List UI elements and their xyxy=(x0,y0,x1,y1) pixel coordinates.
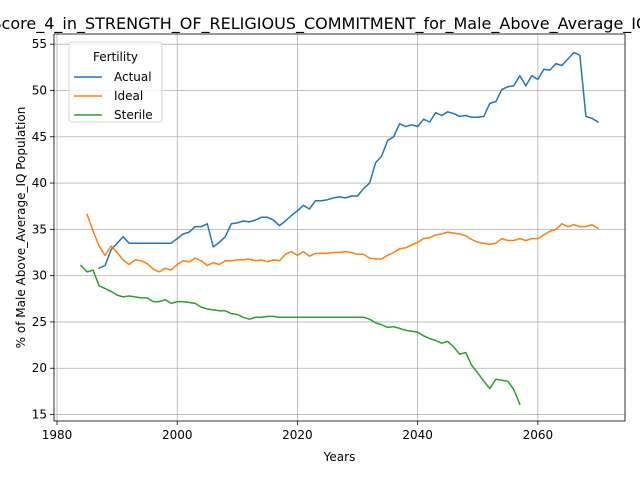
x-axis-label: Years xyxy=(323,450,356,464)
y-tick-label: 30 xyxy=(32,269,47,283)
series-line-actual xyxy=(98,51,600,270)
x-tick-label: 1980 xyxy=(42,428,73,442)
series-lines xyxy=(79,51,600,406)
grid-lines xyxy=(54,34,625,421)
y-tick-label: 20 xyxy=(32,361,47,375)
y-axis-ticks: 15 20 25 30 35 40 45 50 55 xyxy=(32,37,54,422)
y-tick-label: 40 xyxy=(32,176,47,190)
series-line-sterile xyxy=(79,264,521,406)
legend-label-actual: Actual xyxy=(114,70,152,84)
x-tick-label: 2040 xyxy=(402,428,433,442)
legend-label-sterile: Sterile xyxy=(114,108,153,122)
y-tick-label: 50 xyxy=(32,83,47,97)
y-tick-label: 55 xyxy=(32,37,47,51)
legend-box xyxy=(68,41,163,123)
y-tick-label: 35 xyxy=(32,222,47,236)
y-tick-label: 45 xyxy=(32,130,47,144)
x-axis-ticks: 1980 2000 2020 2040 2060 xyxy=(42,421,553,442)
legend-title: Fertility xyxy=(93,50,138,64)
x-tick-label: 2060 xyxy=(523,428,554,442)
plot-frame xyxy=(53,33,626,422)
y-tick-label: 25 xyxy=(32,315,47,329)
legend: Fertility Actual Ideal Sterile xyxy=(68,41,163,123)
y-axis-label: % of Male Above_Average_IQ Population xyxy=(14,107,28,349)
series-line-ideal xyxy=(86,213,600,273)
legend-label-ideal: Ideal xyxy=(114,89,143,103)
chart-title: Score_4_in_STRENGTH_OF_RELIGIOUS_COMMITM… xyxy=(0,14,640,34)
x-tick-label: 2020 xyxy=(282,428,313,442)
y-tick-label: 15 xyxy=(32,408,47,422)
x-tick-label: 2000 xyxy=(162,428,193,442)
